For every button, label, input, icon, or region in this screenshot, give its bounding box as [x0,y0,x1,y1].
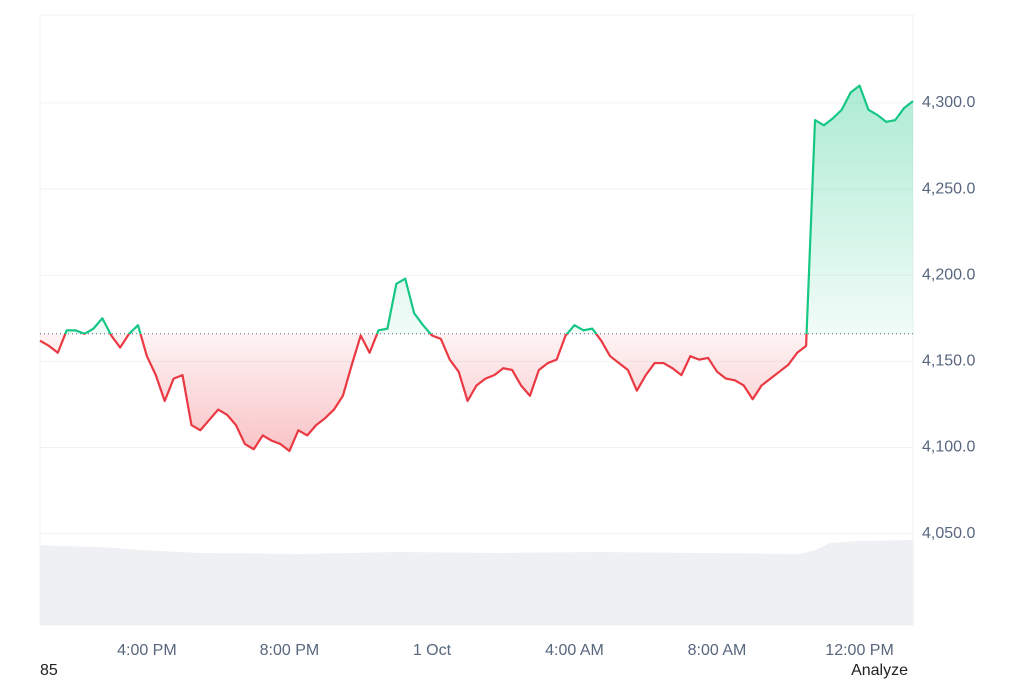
y-tick-label: 4,200.0 [922,266,975,283]
x-tick-label: 4:00 AM [545,642,604,659]
x-tick-label: 1 Oct [413,642,452,659]
y-tick-label: 4,250.0 [922,180,975,197]
x-tick-label: 8:00 AM [688,642,747,659]
x-tick-label: 4:00 PM [117,642,177,659]
volume-area [40,540,913,625]
y-tick-label: 4,100.0 [922,439,975,456]
y-tick-label: 4,050.0 [922,525,975,542]
area-fill [40,85,913,451]
x-tick-label: 8:00 PM [260,642,320,659]
price-line [39,84,914,453]
x-tick-label: 12:00 PM [825,642,893,659]
y-tick-label: 4,150.0 [922,353,975,370]
footer-left: 85 [40,662,58,679]
y-tick-label: 4,300.0 [922,94,975,111]
footer-right[interactable]: Analyze [851,662,908,679]
